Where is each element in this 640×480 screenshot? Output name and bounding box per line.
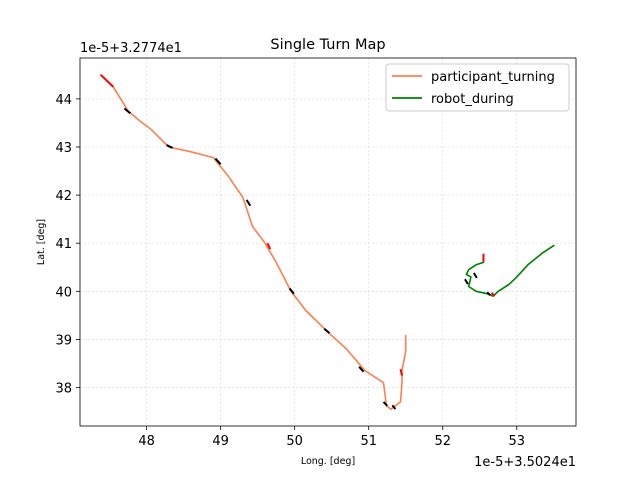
y-axis-ticks: 38 39 40 41 42 43 44 <box>55 93 80 397</box>
red-marker-segment <box>100 74 115 88</box>
y-tick-label: 44 <box>55 93 72 108</box>
black-marker-segment <box>245 199 252 207</box>
black-marker-segment <box>486 291 491 296</box>
y-tick-label: 43 <box>55 141 72 156</box>
black-marker-segment <box>214 157 222 165</box>
red-marker-segment <box>399 369 404 376</box>
black-marker-segment <box>323 328 331 334</box>
black-marker-segment <box>123 107 131 115</box>
x-offset-label: 1e-5+3.5024e1 <box>474 455 576 470</box>
black-marker-segment <box>391 404 397 410</box>
y-tick-label: 39 <box>55 333 72 348</box>
y-tick-label: 38 <box>55 382 72 397</box>
legend-box <box>385 63 570 112</box>
legend-label-participant-turning: participant_turning <box>431 70 555 85</box>
grid-lines <box>80 58 576 426</box>
x-tick-label: 48 <box>138 434 155 449</box>
series-line-robot-during <box>465 244 555 297</box>
series-layer <box>99 74 555 411</box>
plot-frame <box>79 57 577 427</box>
y-tick-label: 42 <box>55 189 72 204</box>
red-marker-segment <box>266 242 272 250</box>
x-tick-label: 53 <box>509 434 526 449</box>
black-marker-segment <box>472 272 478 279</box>
legend-label-robot-during: robot_during <box>431 92 514 107</box>
black-marker-segment <box>382 401 388 407</box>
x-tick-label: 50 <box>286 434 303 449</box>
y-axis-label: Lat. [deg] <box>36 219 47 265</box>
chart-title: Single Turn Map <box>270 37 385 53</box>
x-tick-label: 49 <box>212 434 229 449</box>
black-marker-segment <box>464 278 469 285</box>
x-tick-label: 51 <box>360 434 377 449</box>
black-marker-segment <box>358 366 365 373</box>
black-marker-segment <box>288 287 295 295</box>
series-line-participant-turning <box>99 74 407 411</box>
x-axis-ticks: 48 49 50 51 52 53 <box>138 426 525 449</box>
y-tick-label: 40 <box>55 285 72 300</box>
black-marker-segment <box>166 144 173 149</box>
x-axis-label: Long. [deg] <box>301 456 355 467</box>
y-tick-label: 41 <box>55 237 72 252</box>
marker-layer <box>100 74 496 410</box>
legend: participant_turning robot_during <box>385 63 570 112</box>
x-tick-label: 52 <box>434 434 451 449</box>
y-offset-label: 1e-5+3.2774e1 <box>80 41 182 56</box>
red-marker-segment <box>490 292 496 297</box>
